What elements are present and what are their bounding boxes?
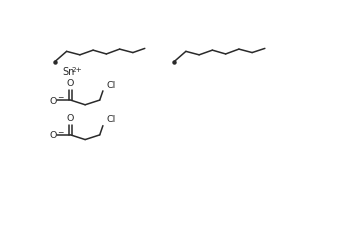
Text: Cl: Cl [106,80,115,89]
Text: O: O [49,96,56,105]
Text: −: − [57,128,64,137]
Text: Cl: Cl [106,115,115,124]
Text: 2+: 2+ [71,67,82,73]
Text: Sn: Sn [63,67,75,77]
Text: O: O [67,113,74,122]
Text: O: O [67,79,74,88]
Text: −: − [57,93,64,102]
Text: O: O [49,131,56,140]
